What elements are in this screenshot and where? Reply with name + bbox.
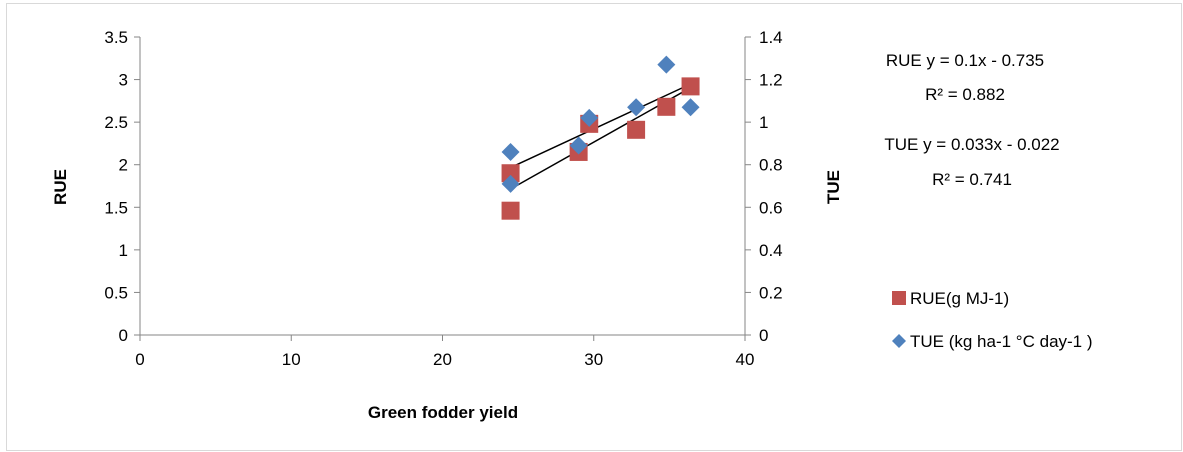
tue-point bbox=[580, 108, 599, 127]
rue-point bbox=[501, 164, 520, 183]
y2-tick-label: 1.4 bbox=[759, 28, 783, 47]
tue-point bbox=[501, 142, 520, 161]
rue-point bbox=[681, 77, 700, 96]
legend-marker-rue bbox=[892, 291, 906, 305]
x-tick-label: 30 bbox=[584, 350, 603, 369]
x-tick-label: 40 bbox=[736, 350, 755, 369]
legend-marker-tue bbox=[892, 334, 906, 348]
y-tick-label: 1.5 bbox=[104, 198, 128, 217]
y-tick-label: 1 bbox=[119, 241, 128, 260]
rue-point bbox=[627, 120, 646, 139]
y2-tick-label: 0.4 bbox=[759, 241, 783, 260]
x-tick-label: 20 bbox=[433, 350, 452, 369]
rue-r-squared: R² = 0.882 bbox=[925, 85, 1005, 104]
y-tick-label: 2.5 bbox=[104, 113, 128, 132]
x-axis-title: Green fodder yield bbox=[368, 403, 518, 422]
y2-tick-label: 1.2 bbox=[759, 71, 783, 90]
y-axis-title: RUE bbox=[51, 169, 70, 205]
x-tick-label: 0 bbox=[135, 350, 144, 369]
tue-trendline bbox=[510, 83, 691, 169]
y2-axis-title: TUE bbox=[824, 170, 843, 204]
rue-equation: RUE y = 0.1x - 0.735 bbox=[886, 51, 1044, 70]
y2-tick-label: 0.6 bbox=[759, 198, 783, 217]
y2-tick-label: 0.8 bbox=[759, 156, 783, 175]
tue-equation: TUE y = 0.033x - 0.022 bbox=[884, 135, 1059, 154]
markers bbox=[501, 55, 700, 220]
plot-axes: 0 0.5 1 1.5 2 2.5 3 3.5 0 0.2 0.4 0.6 0.8 1 1.2 1.4 0 10 2… bbox=[104, 28, 782, 369]
y-tick-label: 2 bbox=[119, 156, 128, 175]
rue-point bbox=[501, 201, 520, 220]
legend-label-rue: RUE(g MJ-1) bbox=[910, 289, 1009, 308]
y-tick-label: 0.5 bbox=[104, 283, 128, 302]
tue-point bbox=[627, 98, 646, 117]
chart-frame bbox=[6, 3, 1182, 451]
y-tick-label: 0 bbox=[119, 326, 128, 345]
y2-tick-label: 0 bbox=[759, 326, 768, 345]
tue-point bbox=[501, 174, 520, 193]
tue-point bbox=[681, 98, 700, 117]
tue-r-squared: R² = 0.741 bbox=[932, 170, 1012, 189]
tue-point bbox=[657, 55, 676, 74]
y-tick-label: 3 bbox=[119, 71, 128, 90]
y-tick-label: 3.5 bbox=[104, 28, 128, 47]
x-tick-label: 10 bbox=[282, 350, 301, 369]
y2-tick-label: 1 bbox=[759, 113, 768, 132]
rue-point bbox=[657, 97, 676, 116]
legend: RUE(g MJ-1) TUE (kg ha-1 °C day-1 ) bbox=[892, 289, 1093, 351]
legend-label-tue: TUE (kg ha-1 °C day-1 ) bbox=[910, 332, 1093, 351]
y2-tick-label: 0.2 bbox=[759, 283, 783, 302]
tue-point bbox=[569, 136, 588, 155]
